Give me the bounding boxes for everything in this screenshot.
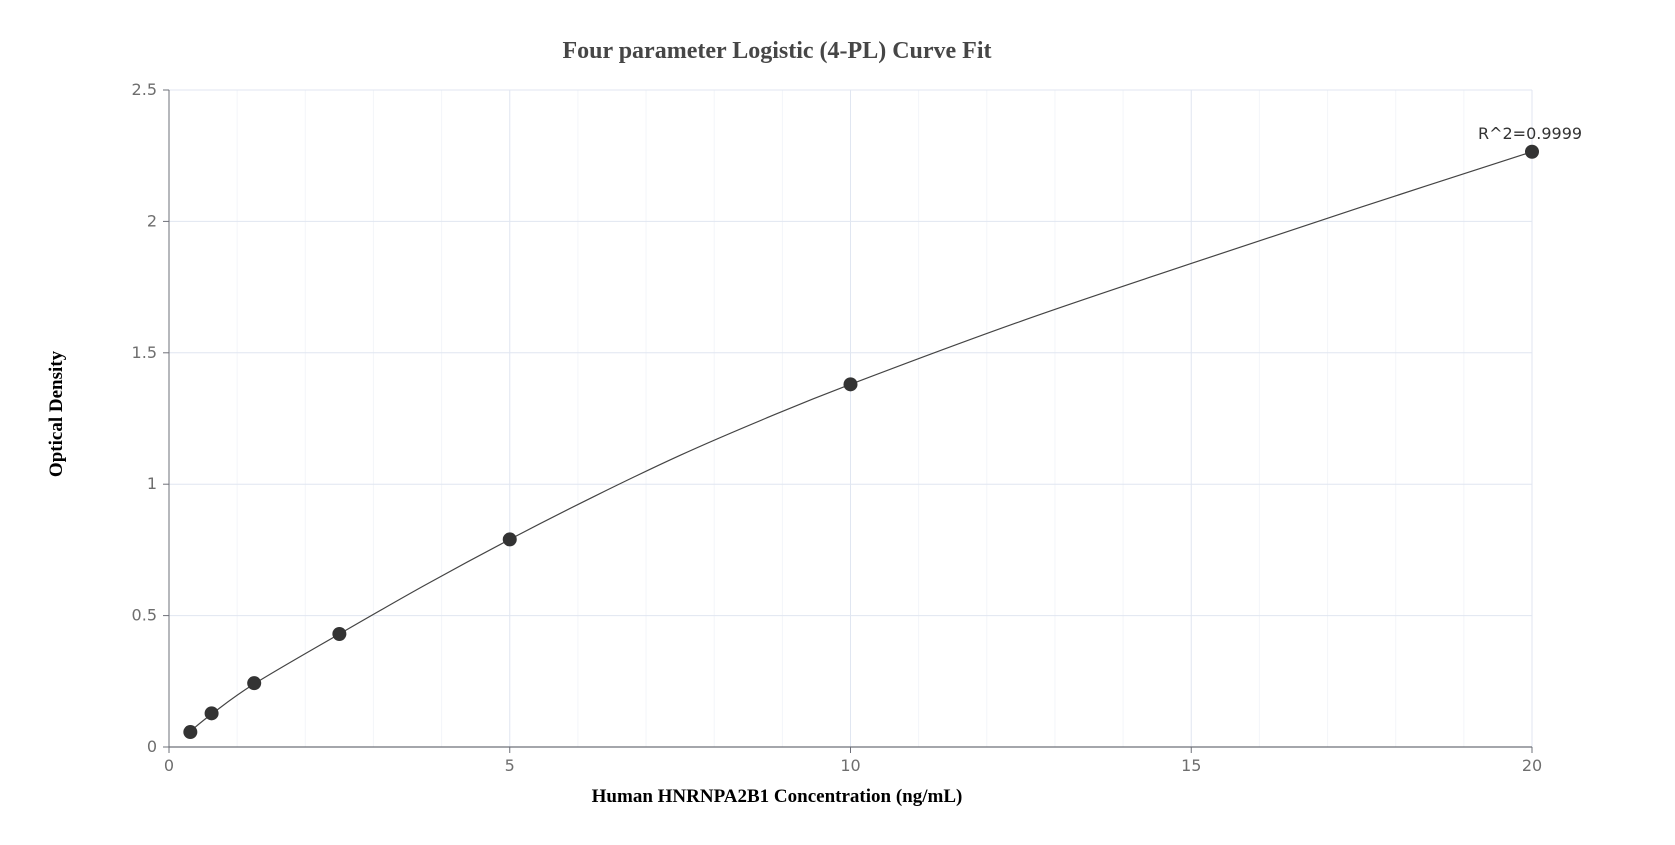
y-tick-label: 0.5 bbox=[132, 606, 157, 625]
y-axis-title: Optical Density bbox=[46, 350, 67, 477]
r-squared-annotation: R^2=0.9999 bbox=[1478, 124, 1582, 143]
data-point bbox=[204, 706, 219, 721]
y-tick-label: 1.5 bbox=[132, 343, 157, 362]
x-tick-label: 10 bbox=[840, 756, 860, 775]
data-point bbox=[183, 725, 198, 740]
major-grid bbox=[169, 89, 1533, 747]
chart-title: Four parameter Logistic (4-PL) Curve Fit bbox=[562, 38, 991, 64]
data-point bbox=[332, 626, 347, 641]
y-tick-label: 0 bbox=[147, 737, 157, 756]
x-tick-label: 20 bbox=[1522, 756, 1542, 775]
data-points bbox=[183, 144, 1539, 740]
x-tick-label: 0 bbox=[164, 756, 174, 775]
minor-grid bbox=[236, 90, 1465, 747]
fit-curve bbox=[189, 151, 1533, 732]
data-point bbox=[247, 676, 262, 691]
data-point bbox=[502, 532, 517, 547]
y-tick-label: 1 bbox=[147, 474, 157, 493]
y-tick-label: 2 bbox=[147, 211, 157, 230]
data-point bbox=[1525, 144, 1539, 159]
tick-labels: 0 5 10 15 20 0 0.5 1 1.5 2 2.5 bbox=[132, 80, 1543, 775]
x-tick-label: 15 bbox=[1181, 756, 1201, 775]
y-tick-label: 2.5 bbox=[132, 80, 157, 99]
axes bbox=[163, 89, 1533, 753]
x-tick-label: 5 bbox=[505, 756, 515, 775]
x-axis-title: Human HNRNPA2B1 Concentration (ng/mL) bbox=[592, 786, 963, 807]
data-point bbox=[843, 377, 858, 392]
